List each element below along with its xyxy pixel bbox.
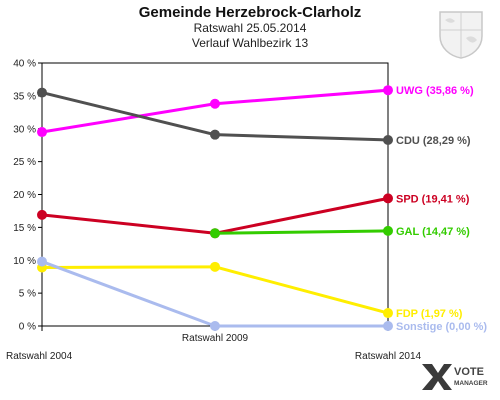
series-line <box>214 229 389 235</box>
series-cdu: CDU (28,29 %) <box>37 87 471 147</box>
y-tick-label: 25 % <box>13 157 36 168</box>
series-end-label: GAL (14,47 %) <box>396 226 470 238</box>
series-end-label: UWG (35,86 %) <box>396 85 474 97</box>
series-end-label: SPD (19,41 %) <box>396 193 470 205</box>
series-end-label: CDU (28,29 %) <box>396 135 471 147</box>
data-point <box>210 228 220 239</box>
logo-text-vote: VOTE <box>454 366 484 378</box>
chart-subtitle-election: Ratswahl 25.05.2014 <box>193 21 307 35</box>
y-tick-label: 40 % <box>13 59 36 70</box>
series-line <box>41 88 389 134</box>
series-sonstige: Sonstige (0,00 %) <box>37 256 487 333</box>
series-end-label: FDP (1,97 %) <box>396 308 463 320</box>
data-point <box>210 129 220 140</box>
series-fdp: FDP (1,97 %) <box>37 261 463 320</box>
chart-title: Gemeinde Herzebrock-Clarholz <box>138 4 362 21</box>
data-point <box>210 321 220 331</box>
y-tick-label: 5 % <box>19 289 36 300</box>
data-point <box>37 127 47 138</box>
logo-text-manager: MANAGER <box>454 380 488 387</box>
series-line <box>41 265 389 315</box>
chart-header: Gemeinde Herzebrock-Clarholz Ratswahl 25… <box>0 4 500 51</box>
x-tick-label: Ratswahl 2014 <box>355 351 422 362</box>
logo-x-icon <box>422 364 452 390</box>
y-tick-label: 20 % <box>13 190 36 201</box>
data-point <box>383 321 393 331</box>
data-point <box>383 225 393 236</box>
data-point <box>37 87 47 98</box>
vote-manager-logo: VOTE MANAGER <box>422 364 488 390</box>
data-point <box>210 98 220 109</box>
series-uwg: UWG (35,86 %) <box>37 85 474 138</box>
data-point <box>210 261 220 272</box>
y-tick-label: 10 % <box>13 256 36 267</box>
x-tick-label: Ratswahl 2004 <box>6 351 73 362</box>
coat-of-arms-icon <box>439 11 483 59</box>
y-tick-label: 15 % <box>13 223 36 234</box>
data-point <box>37 209 47 220</box>
y-tick-label: 35 % <box>13 91 36 102</box>
chart-subtitle-district: Verlauf Wahlbezirk 13 <box>191 36 309 50</box>
series-end-label: Sonstige (0,00 %) <box>396 321 487 333</box>
y-tick-label: 30 % <box>13 124 36 135</box>
y-tick-label: 0 % <box>19 322 36 333</box>
data-point <box>37 256 47 267</box>
data-point <box>383 193 393 204</box>
series-line <box>41 196 389 235</box>
data-point <box>383 308 393 319</box>
x-tick-label: Ratswahl 2009 <box>182 333 249 344</box>
chart-series: UWG (35,86 %) CDU (28,29 %) SPD (19,41 %) G… <box>37 85 487 333</box>
data-point <box>383 134 393 145</box>
series-gal: GAL (14,47 %) <box>210 225 470 239</box>
data-point <box>383 85 393 96</box>
